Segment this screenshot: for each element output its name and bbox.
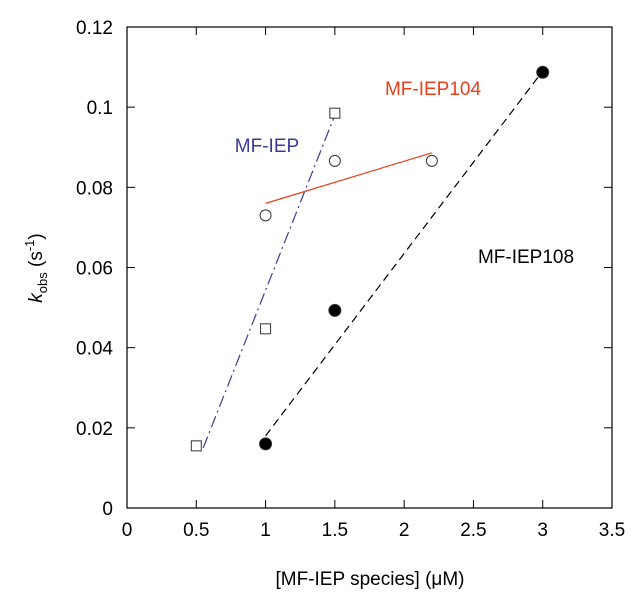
x-tick-label: 2 bbox=[399, 520, 410, 541]
x-tick-label: 0 bbox=[122, 520, 133, 541]
y-tick-label: 0.08 bbox=[76, 178, 113, 199]
series-label: MF-IEP108 bbox=[478, 247, 574, 268]
y-tick-label: 0 bbox=[102, 499, 113, 520]
point bbox=[536, 65, 550, 79]
y-label-part: (s bbox=[26, 251, 47, 272]
y-tick-label: 0.06 bbox=[76, 259, 113, 280]
x-tick-label: 2.5 bbox=[460, 520, 486, 541]
y-label-part: k bbox=[26, 292, 47, 303]
y-tick-label: 0.04 bbox=[76, 339, 113, 360]
x-tick-label: 1.5 bbox=[322, 520, 348, 541]
x-tick-label: 1 bbox=[260, 520, 271, 541]
y-label-part: obs bbox=[35, 272, 50, 293]
point bbox=[425, 154, 438, 167]
fit-line bbox=[265, 70, 544, 437]
x-tick-label: 3 bbox=[537, 520, 548, 541]
x-axis-label: [MF-IEP species] (μM) bbox=[275, 569, 464, 590]
point bbox=[259, 437, 273, 451]
point bbox=[329, 107, 341, 119]
y-axis-label: kobs (s-1) bbox=[22, 233, 50, 302]
series-label: MF-IEP bbox=[235, 136, 299, 157]
point bbox=[259, 209, 272, 222]
y-label-part: ) bbox=[26, 233, 47, 239]
y-tick-label: 0.12 bbox=[76, 18, 113, 39]
y-label-part: -1 bbox=[22, 240, 37, 252]
fit-line bbox=[202, 114, 336, 449]
point bbox=[260, 323, 272, 335]
point bbox=[328, 154, 341, 167]
point bbox=[190, 440, 202, 452]
fit-line bbox=[265, 152, 433, 204]
point bbox=[328, 303, 342, 317]
x-tick-label: 3.5 bbox=[599, 520, 625, 541]
x-tick-label: 0.5 bbox=[183, 520, 209, 541]
y-tick-label: 0.1 bbox=[87, 98, 113, 119]
y-tick-label: 0.02 bbox=[76, 419, 113, 440]
series-label: MF-IEP104 bbox=[385, 79, 482, 100]
